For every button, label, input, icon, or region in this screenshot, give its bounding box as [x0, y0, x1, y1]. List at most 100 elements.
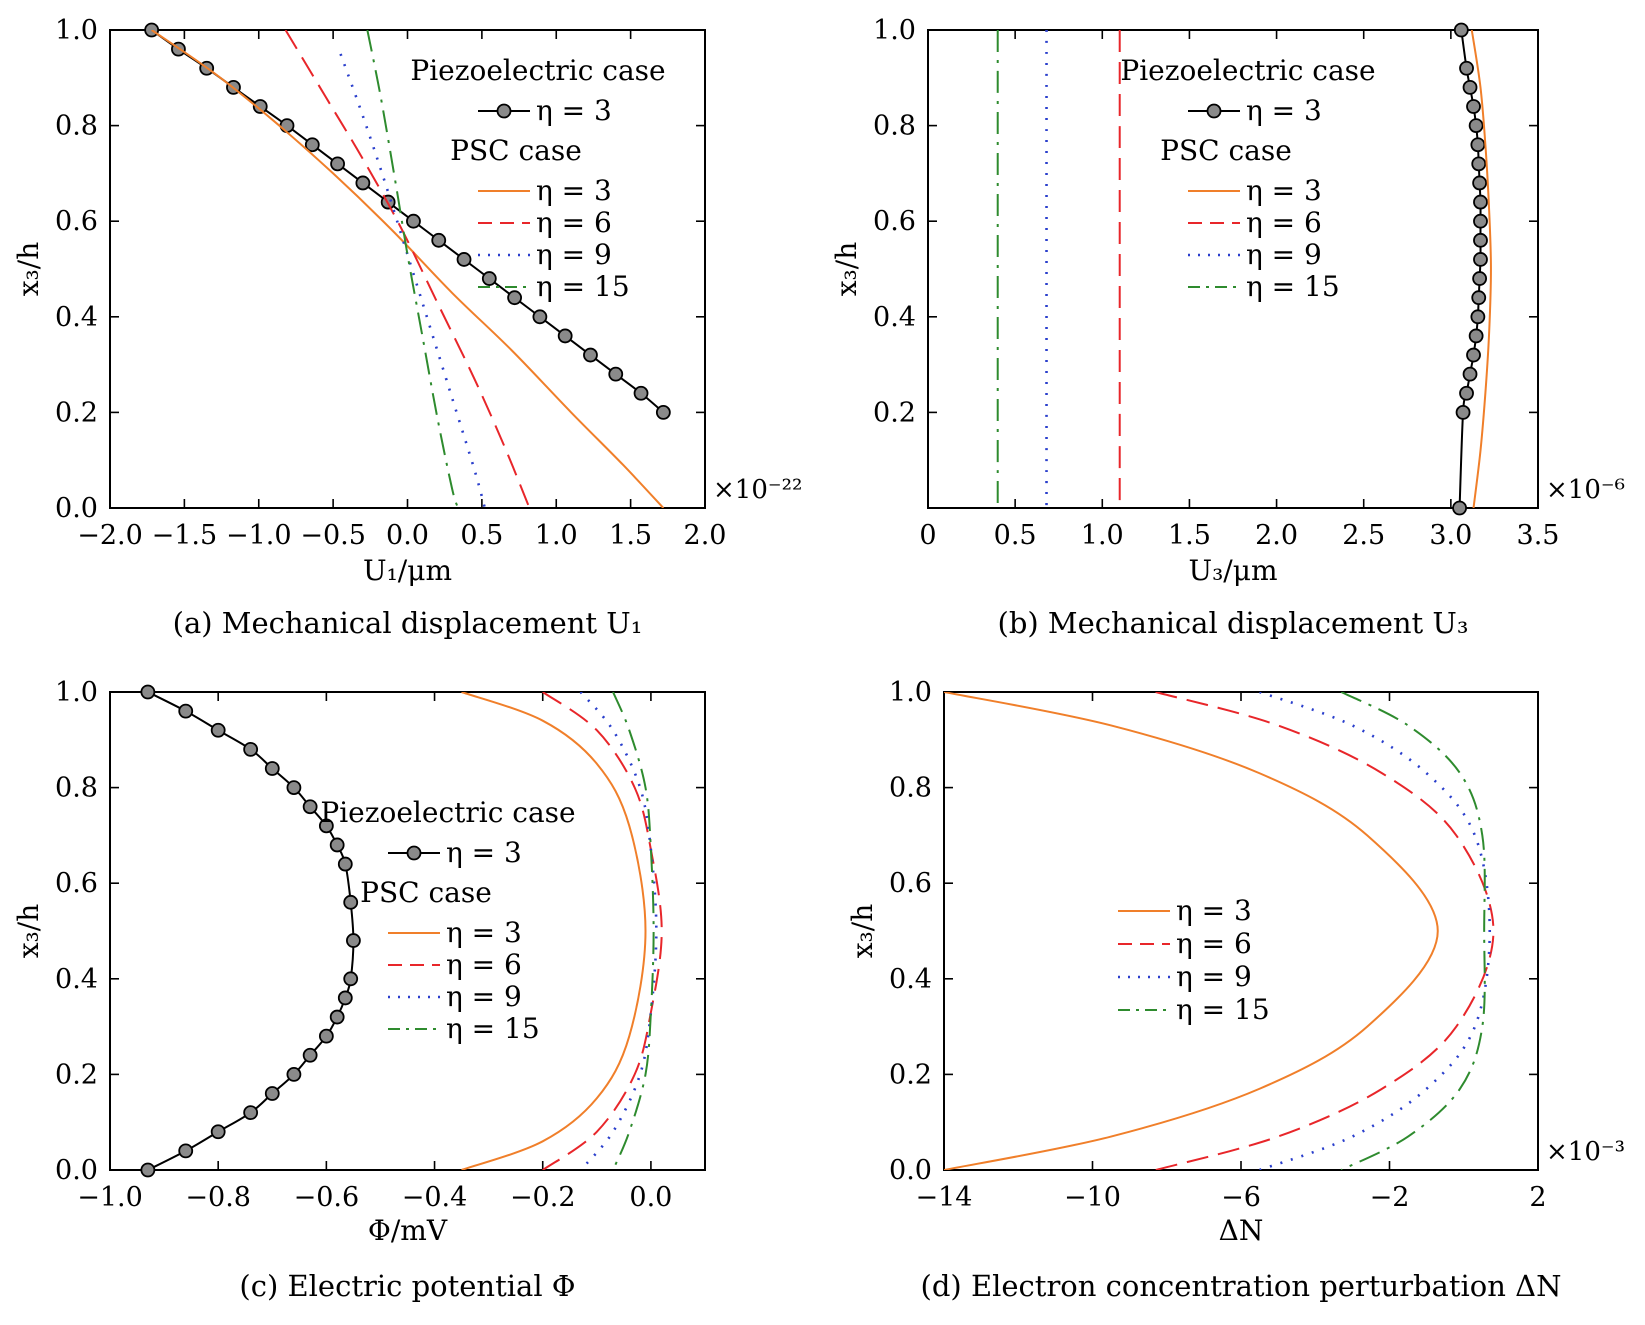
data-point-marker — [140, 684, 156, 700]
data-point-marker — [1459, 385, 1474, 401]
x-tick-label: −1.0 — [77, 1182, 143, 1213]
legend-entry-label: η = 3 — [1246, 174, 1322, 207]
y-tick-label: 0.6 — [873, 206, 916, 237]
data-point-marker — [304, 137, 320, 153]
x-tick-label: 1.5 — [609, 520, 652, 551]
legend-entry-label: η = 9 — [536, 238, 612, 271]
legend-entry-label: η = 15 — [1176, 993, 1270, 1026]
legend-entry-label: η = 9 — [1176, 960, 1252, 993]
data-point-marker — [1473, 213, 1488, 229]
data-point-marker — [318, 818, 334, 834]
x-tick-label: 0.0 — [386, 520, 429, 551]
data-point-marker — [330, 156, 345, 172]
x-tick-label: 3.0 — [1429, 520, 1472, 551]
y-tick-label: 0.4 — [55, 964, 98, 995]
data-point-marker — [456, 252, 472, 267]
y-tick-label: 0.8 — [55, 111, 98, 142]
legend-header-piezoelectric: Piezoelectric case — [320, 796, 575, 829]
series-line-1 — [151, 30, 665, 508]
y-tick-label: 0.6 — [55, 868, 98, 899]
panel-caption: (c) Electric potential Φ — [239, 1269, 575, 1303]
data-point-marker — [279, 118, 295, 133]
data-point-marker — [532, 309, 548, 325]
data-point-marker — [329, 837, 345, 853]
data-point-marker — [1470, 309, 1486, 325]
data-point-marker — [633, 385, 649, 401]
data-point-marker — [210, 722, 226, 738]
data-point-marker — [481, 271, 497, 286]
y-axis-label: x₃/h — [830, 242, 863, 296]
data-point-marker — [1466, 347, 1481, 363]
data-point-marker — [1473, 252, 1488, 267]
data-point-marker — [1472, 271, 1488, 286]
y-tick-label: 0.0 — [55, 1155, 98, 1186]
y-axis-label: x₃/h — [846, 904, 879, 958]
panel-caption: (b) Mechanical displacement U₃ — [998, 606, 1469, 640]
series-line-0 — [944, 692, 1439, 1170]
data-point-marker — [1462, 366, 1478, 382]
data-point-marker — [243, 1105, 259, 1121]
data-point-marker — [252, 99, 268, 114]
legend-entry-label: η = 3 — [446, 836, 522, 869]
series-line-4 — [612, 692, 655, 1170]
legend-marker — [406, 845, 422, 861]
series-line-1 — [461, 692, 647, 1170]
legend-entry-label: η = 9 — [1246, 238, 1322, 271]
x-multiplier: ×10⁻³ — [1546, 1137, 1625, 1167]
data-point-marker — [1452, 500, 1467, 516]
data-point-marker — [337, 990, 353, 1006]
legend: η = 3η = 6η = 9η = 15 — [1118, 894, 1270, 1026]
y-axis-label: x₃/h — [12, 242, 45, 296]
x-tick-label: 0.5 — [994, 520, 1037, 551]
y-tick-label: 0.4 — [889, 964, 932, 995]
panel-caption: (d) Electron concentration perturbation … — [921, 1269, 1562, 1303]
series-line-2 — [1259, 692, 1492, 1170]
data-point-marker — [608, 366, 624, 382]
x-tick-label: −1.0 — [226, 520, 292, 551]
legend-marker — [1206, 103, 1222, 119]
series-line-2 — [542, 692, 663, 1170]
legend-entry-label: η = 3 — [1246, 94, 1322, 127]
data-point-marker — [343, 971, 359, 987]
x-axis-label: U₃/μm — [1188, 554, 1277, 587]
y-tick-label: 1.0 — [889, 677, 932, 708]
legend-header-psc: PSC case — [1160, 134, 1292, 167]
x-tick-label: −14 — [916, 1182, 973, 1213]
x-axis-label: ΔN — [1219, 1214, 1264, 1247]
plot-frame — [109, 691, 706, 1171]
plot-frame — [927, 29, 1539, 509]
x-tick-label: −2 — [1370, 1182, 1410, 1213]
legend-entry-label: η = 6 — [1246, 206, 1322, 239]
legend-entry-label: η = 6 — [1176, 927, 1252, 960]
y-tick-label: 0.6 — [55, 206, 98, 237]
data-point-marker — [507, 290, 522, 306]
y-tick-label: 1.0 — [873, 15, 916, 46]
legend-entry-label: η = 15 — [1246, 270, 1340, 303]
data-point-marker — [346, 933, 361, 948]
data-point-marker — [1459, 60, 1474, 76]
data-point-marker — [302, 799, 318, 815]
y-axis-label: x₃/h — [12, 904, 45, 958]
x-multiplier: ×10⁻⁶ — [1546, 475, 1625, 505]
series-line-4 — [366, 30, 460, 508]
legend-entry-label: η = 3 — [536, 174, 612, 207]
legend-header-piezoelectric: Piezoelectric case — [410, 54, 665, 87]
x-tick-label: −0.6 — [294, 1182, 360, 1213]
series-line-0 — [147, 692, 355, 1170]
x-axis-label: Φ/mV — [368, 1214, 448, 1247]
y-tick-label: 1.0 — [55, 677, 98, 708]
x-tick-label: 3.5 — [1517, 520, 1560, 551]
x-tick-label: 2 — [1529, 1182, 1546, 1213]
y-tick-label: 0.0 — [889, 1155, 932, 1186]
data-point-marker — [431, 232, 447, 248]
panel-b: 0 0.5 1.0 1.5 2.0 2.5 3.0 3.5 0.2 0.4 0.6 0.8 1.0 U₃/… — [830, 15, 1625, 640]
data-point-marker — [302, 1047, 318, 1063]
legend-marker — [496, 103, 512, 119]
x-axis-label: U₁/μm — [363, 554, 452, 587]
data-point-marker — [583, 347, 598, 363]
x-multiplier: ×10⁻²² — [713, 475, 802, 505]
y-tick-label: 0.8 — [55, 773, 98, 804]
x-tick-label: 0.5 — [460, 520, 503, 551]
